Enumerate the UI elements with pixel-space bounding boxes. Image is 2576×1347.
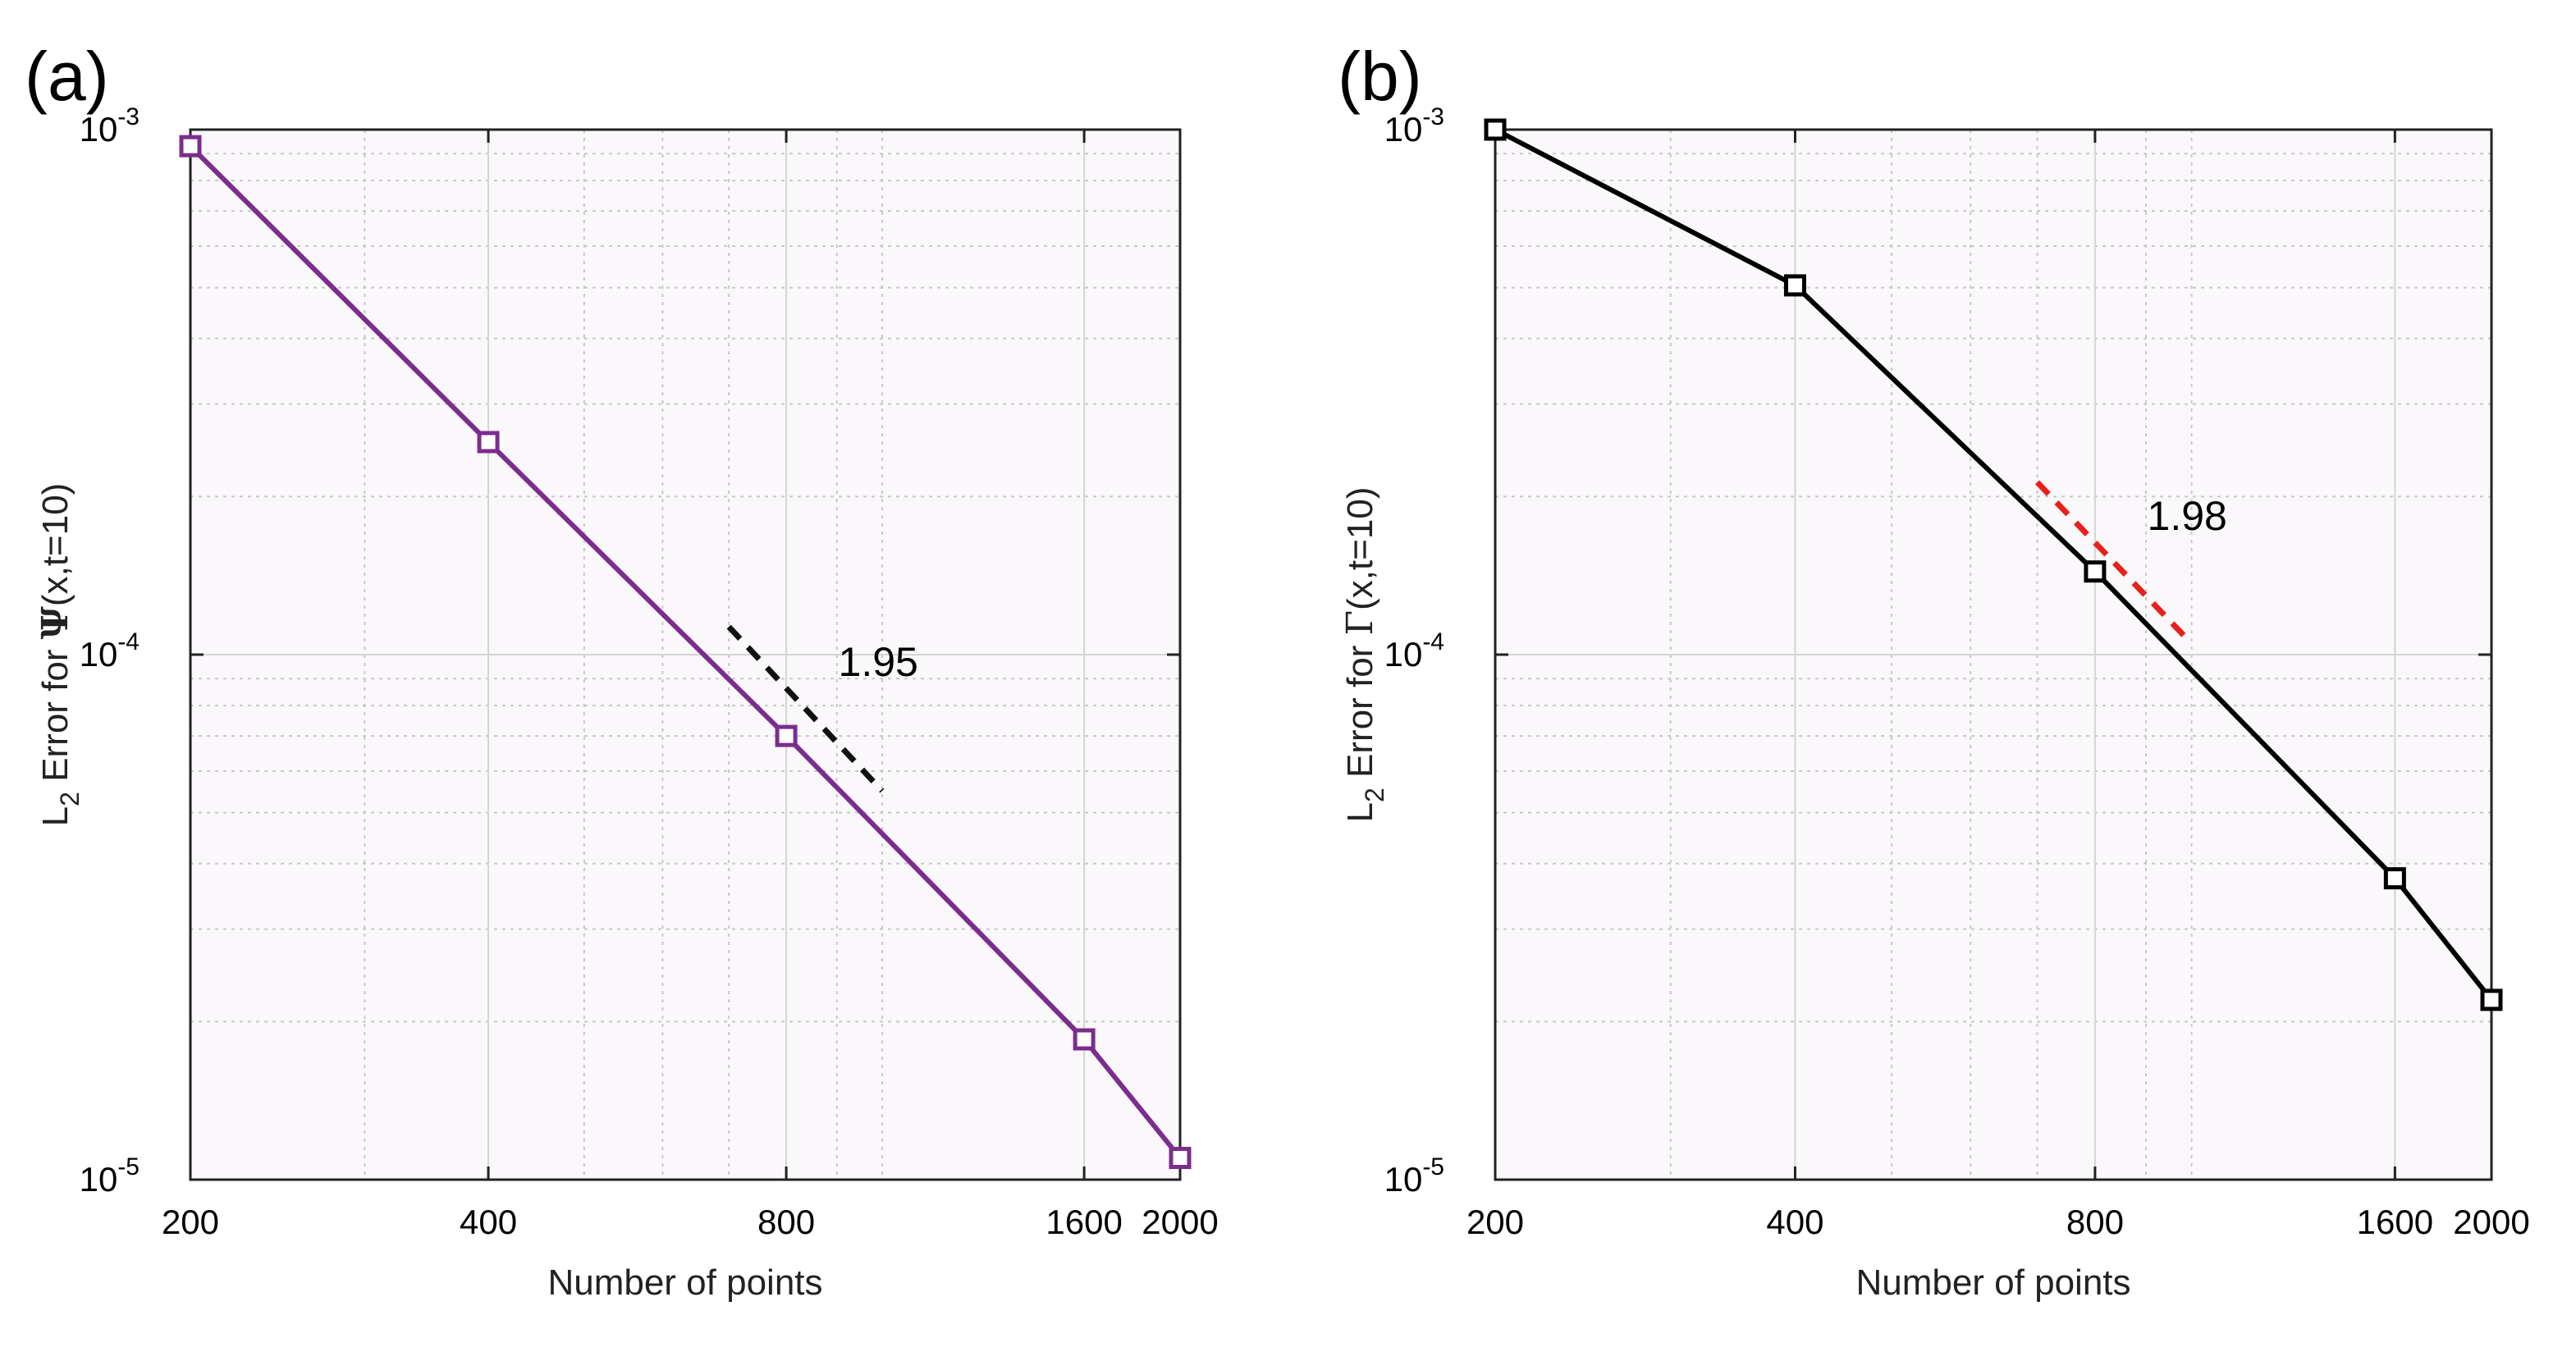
x-tick-label: 400 — [1766, 1203, 1823, 1241]
slope-annotation: 1.98 — [2148, 493, 2227, 539]
panel-b: (b) 200 400 800 1600 2000 10-5 10-4 10-3 Number o… — [1338, 38, 2530, 1303]
x-tick-label: 200 — [162, 1203, 219, 1241]
reference-slope-line — [726, 624, 885, 793]
data-point-marker — [1783, 274, 1806, 297]
panel-label: (b) — [1338, 38, 1422, 115]
y-tick-label: 10-4 — [1384, 628, 1444, 674]
y-tick-label: 10-5 — [1384, 1153, 1444, 1199]
data-point-marker — [775, 724, 798, 747]
y-tick-label: 10-3 — [1384, 103, 1444, 148]
y-tick-label: 10-5 — [80, 1153, 140, 1199]
x-tick-label: 800 — [757, 1203, 815, 1241]
panel-label: (a) — [25, 38, 109, 115]
x-tick-label: 2000 — [1142, 1203, 1218, 1241]
panel-a: (a) 200 400 800 1600 2000 10-5 10-4 10-3 Number o… — [25, 38, 1219, 1303]
data-point-marker — [477, 431, 500, 454]
x-axis-label: Number of points — [547, 1263, 822, 1303]
data-point-marker — [2480, 989, 2503, 1011]
y-axis-label: L2 Error for Γ(x,t=10) — [1339, 487, 1389, 823]
data-point-marker — [1073, 1028, 1096, 1051]
x-tick-label: 2000 — [2453, 1203, 2529, 1241]
data-point-marker — [2383, 867, 2406, 890]
x-tick-label: 1600 — [1045, 1203, 1122, 1241]
x-tick-label: 800 — [2066, 1203, 2124, 1241]
data-point-marker — [1169, 1147, 1192, 1170]
x-tick-label: 1600 — [2357, 1203, 2433, 1241]
x-axis-label: Number of points — [1855, 1263, 2130, 1303]
reference-slope-line — [2034, 480, 2194, 646]
data-point-marker — [2084, 560, 2107, 583]
y-tick-label: 10-4 — [80, 628, 140, 674]
data-point-marker — [1484, 118, 1507, 141]
x-tick-label: 400 — [460, 1203, 517, 1241]
slope-annotation: 1.95 — [839, 639, 918, 685]
x-tick-label: 200 — [1466, 1203, 1524, 1241]
y-tick-label: 10-3 — [80, 103, 140, 148]
y-axis-label: L2 Error for Ψ(x,t=10) — [34, 483, 85, 827]
data-point-marker — [179, 135, 202, 158]
